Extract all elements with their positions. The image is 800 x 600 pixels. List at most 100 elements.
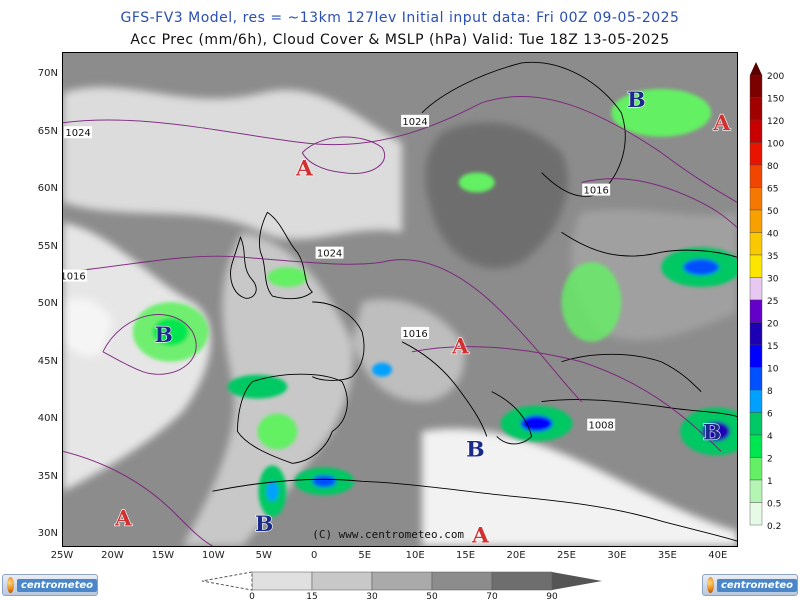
precip-color-step — [749, 479, 763, 503]
precip-scale-label: 30 — [767, 275, 779, 285]
precip-color-step — [749, 97, 763, 121]
ireland-coast — [230, 236, 257, 299]
lon-label: 30E — [607, 550, 627, 561]
precip-color-step — [749, 254, 763, 278]
precip-scale-label: 6 — [767, 410, 773, 420]
turkey-coast — [541, 399, 737, 417]
svg-text:1016: 1016 — [62, 272, 86, 283]
weather-map: 1024 1024 1024 1016 1016 1016 1008 A A A A A B B B B B (… — [62, 52, 738, 547]
cloud-scale-label: 90 — [546, 592, 558, 600]
lon-label: 15W — [151, 550, 175, 561]
precip-scale-label: 80 — [767, 162, 779, 172]
isobar-label: 1008 — [587, 418, 616, 432]
lat-label: 35N — [37, 470, 58, 482]
isobar-label: 1024 — [64, 126, 93, 139]
precip-scale-label: 4 — [767, 432, 773, 442]
svg-text:1024: 1024 — [317, 249, 342, 260]
precip-color-step — [749, 344, 763, 368]
high-pressure-label: A — [114, 505, 133, 531]
north-africa-coast — [212, 478, 737, 542]
scandinavia-coast — [421, 61, 626, 197]
precip-color-step — [749, 457, 763, 481]
britain-coast — [259, 211, 313, 300]
lon-label: 15E — [456, 550, 476, 561]
isobar-label: 1016 — [582, 183, 611, 197]
lon-label: 25E — [556, 550, 576, 561]
precip-colorbar-top — [750, 62, 762, 75]
precip-color-step — [749, 322, 763, 346]
precip-scale-label: 25 — [767, 297, 778, 307]
lon-label: 10W — [202, 550, 225, 561]
precip-scale-label: 0.2 — [767, 522, 781, 530]
precip-scale-label: 8 — [767, 387, 773, 397]
low-pressure-label: B — [627, 87, 646, 113]
cloud-field — [63, 87, 737, 546]
cloud-color-step — [371, 571, 433, 591]
logo-text: centrometeo — [16, 578, 97, 592]
high-pressure-label: A — [295, 156, 314, 182]
baltic-coast — [561, 231, 737, 258]
map-overlay-labels: 1024 1024 1024 1016 1016 1016 1008 A A A A A B B B B B — [62, 86, 732, 546]
lon-label: 20W — [101, 550, 124, 561]
cloud-scale-label: 30 — [366, 592, 378, 600]
lat-label: 40N — [37, 413, 58, 425]
precip-scale-label: 200 — [767, 72, 784, 82]
low-pressure-label: B — [154, 322, 173, 348]
coastlines — [212, 61, 737, 542]
cloud-scale-label: 0 — [249, 592, 255, 600]
map-title: GFS-FV3 Model, res = ~13km 127lev Initia… — [120, 10, 680, 26]
map-subtitle: Acc Prec (mm/6h), Cloud Cover & MSLP (hP… — [130, 32, 670, 48]
precip-color-step — [749, 209, 763, 233]
isobars — [63, 96, 737, 546]
precip-scale-label: 50 — [767, 207, 779, 217]
lon-label: 5E — [358, 550, 372, 561]
globe-icon — [707, 577, 714, 593]
lat-label: 65N — [37, 125, 58, 137]
centrometeo-logo-left[interactable]: centrometeo — [2, 574, 98, 596]
lon-label: 25W — [50, 550, 74, 561]
precipitation-field — [132, 88, 737, 518]
precip-scale-label: 150 — [767, 95, 784, 105]
lat-label: 55N — [37, 240, 58, 252]
centrometeo-logo-right[interactable]: centrometeo — [702, 574, 798, 596]
isobar-label: 1024 — [315, 246, 344, 260]
cloud-scale-label: 15 — [306, 592, 317, 600]
cloud-scale-label: 50 — [426, 592, 438, 600]
lat-label: 45N — [37, 355, 58, 367]
isobar-label: 1016 — [62, 269, 88, 283]
low-pressure-label: B — [703, 419, 722, 445]
lat-label: 60N — [37, 183, 58, 195]
precip-color-step — [749, 142, 763, 166]
lat-label: 30N — [37, 528, 58, 540]
precip-color-step — [749, 389, 763, 413]
cloud-scale-label: 70 — [486, 592, 498, 600]
isobar-label: 1024 — [401, 114, 430, 128]
svg-text:1008: 1008 — [589, 421, 614, 432]
france-coast — [312, 301, 365, 381]
globe-icon — [7, 577, 14, 593]
cloud-colorbar-left — [201, 571, 253, 591]
cloud-color-step — [431, 571, 493, 591]
precip-scale-label: 40 — [767, 230, 779, 240]
precip-color-step — [749, 187, 763, 211]
isobar-label: 1016 — [401, 326, 430, 340]
cloud-cover-colorbar: 0 15 30 50 70 90 — [201, 571, 602, 600]
copyright-text: (C) www.centrometeo.com — [312, 528, 464, 541]
precip-color-step — [749, 119, 763, 143]
cloud-color-step — [251, 571, 313, 591]
svg-text:1024: 1024 — [402, 117, 427, 128]
balkans-coast — [491, 391, 533, 445]
precip-scale-label: 0.5 — [767, 500, 781, 510]
lat-label: 70N — [37, 68, 58, 80]
low-pressure-label: B — [466, 437, 485, 463]
precip-scale-label: 35 — [767, 252, 778, 262]
precip-scale-label: 2 — [767, 455, 773, 465]
precip-scale-label: 100 — [767, 140, 784, 150]
svg-text:1016: 1016 — [583, 186, 608, 197]
precip-color-step — [749, 412, 763, 436]
precipitation-colorbar: 200 150 120 100 80 65 50 40 35 30 25 20 15 10 8 6 4 2 1 0.5… — [749, 62, 784, 530]
precip-scale-label: 1 — [767, 477, 773, 487]
lon-label: 5W — [255, 550, 272, 561]
precip-scale-label: 120 — [767, 117, 784, 127]
black-sea-coast — [561, 353, 702, 392]
